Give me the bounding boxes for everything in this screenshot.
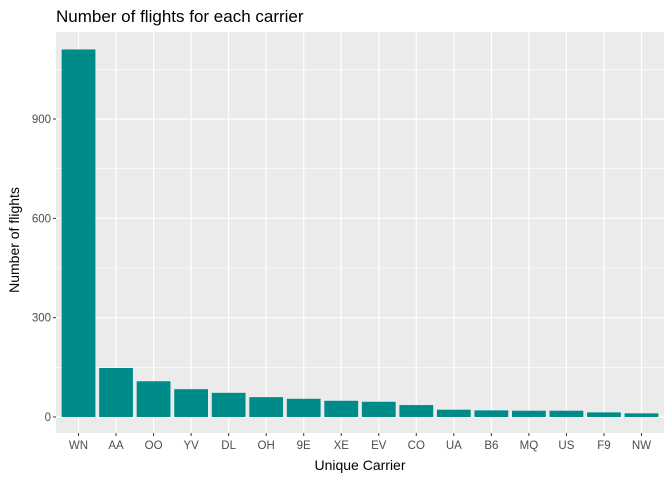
bar-f9 <box>587 412 621 417</box>
x-tick-label: OH <box>258 440 275 452</box>
y-axis-title: Number of flights <box>6 187 22 293</box>
bar-mq <box>512 410 546 417</box>
x-tick-label: YV <box>183 440 199 452</box>
x-tick-label: 9E <box>297 440 311 452</box>
bar-b6 <box>474 410 509 417</box>
bar-us <box>549 410 584 417</box>
bar-oh <box>249 397 284 417</box>
x-tick-label: WN <box>69 440 88 452</box>
bar-aa <box>99 367 133 417</box>
x-tick-label: XE <box>334 440 350 452</box>
y-tick-label: 900 <box>32 114 51 126</box>
bar-ua <box>436 409 471 417</box>
x-tick-label: EV <box>371 440 387 452</box>
x-tick-label: UA <box>446 440 462 452</box>
bar-yv <box>174 389 208 417</box>
x-tick-label: AA <box>108 440 124 452</box>
y-axis-ticks: 0 300 600 900 <box>32 114 56 424</box>
bar-ev <box>361 401 396 417</box>
y-tick-label: 0 <box>45 412 51 424</box>
y-tick-label: 300 <box>32 313 51 325</box>
x-tick-label: NW <box>632 440 651 452</box>
minor-gridlines <box>56 69 664 368</box>
bar-dl <box>211 392 246 417</box>
plot-panel <box>56 32 664 433</box>
x-tick-label: B6 <box>484 440 498 452</box>
bars <box>61 49 659 417</box>
x-tick-label: F9 <box>597 440 610 452</box>
bar-oo <box>136 381 171 417</box>
y-tick-label: 600 <box>32 213 51 225</box>
x-tick-label: OO <box>145 440 163 452</box>
x-axis-ticks: WN AA OO YV DL OH 9E XE EV CO UA B6 MQ US F9 NW <box>69 433 651 452</box>
bar-co <box>399 405 434 417</box>
x-tick-label: DL <box>221 440 236 452</box>
major-gridlines <box>56 32 664 433</box>
bar-wn <box>61 49 96 417</box>
bar-9e <box>286 398 321 417</box>
bar-xe <box>324 400 359 417</box>
x-tick-label: CO <box>408 440 425 452</box>
x-axis-title: Unique Carrier <box>314 457 405 473</box>
x-tick-label: US <box>558 440 574 452</box>
bar-nw <box>624 413 659 417</box>
chart-title: Number of flights for each carrier <box>56 7 304 26</box>
x-tick-label: MQ <box>520 440 539 452</box>
